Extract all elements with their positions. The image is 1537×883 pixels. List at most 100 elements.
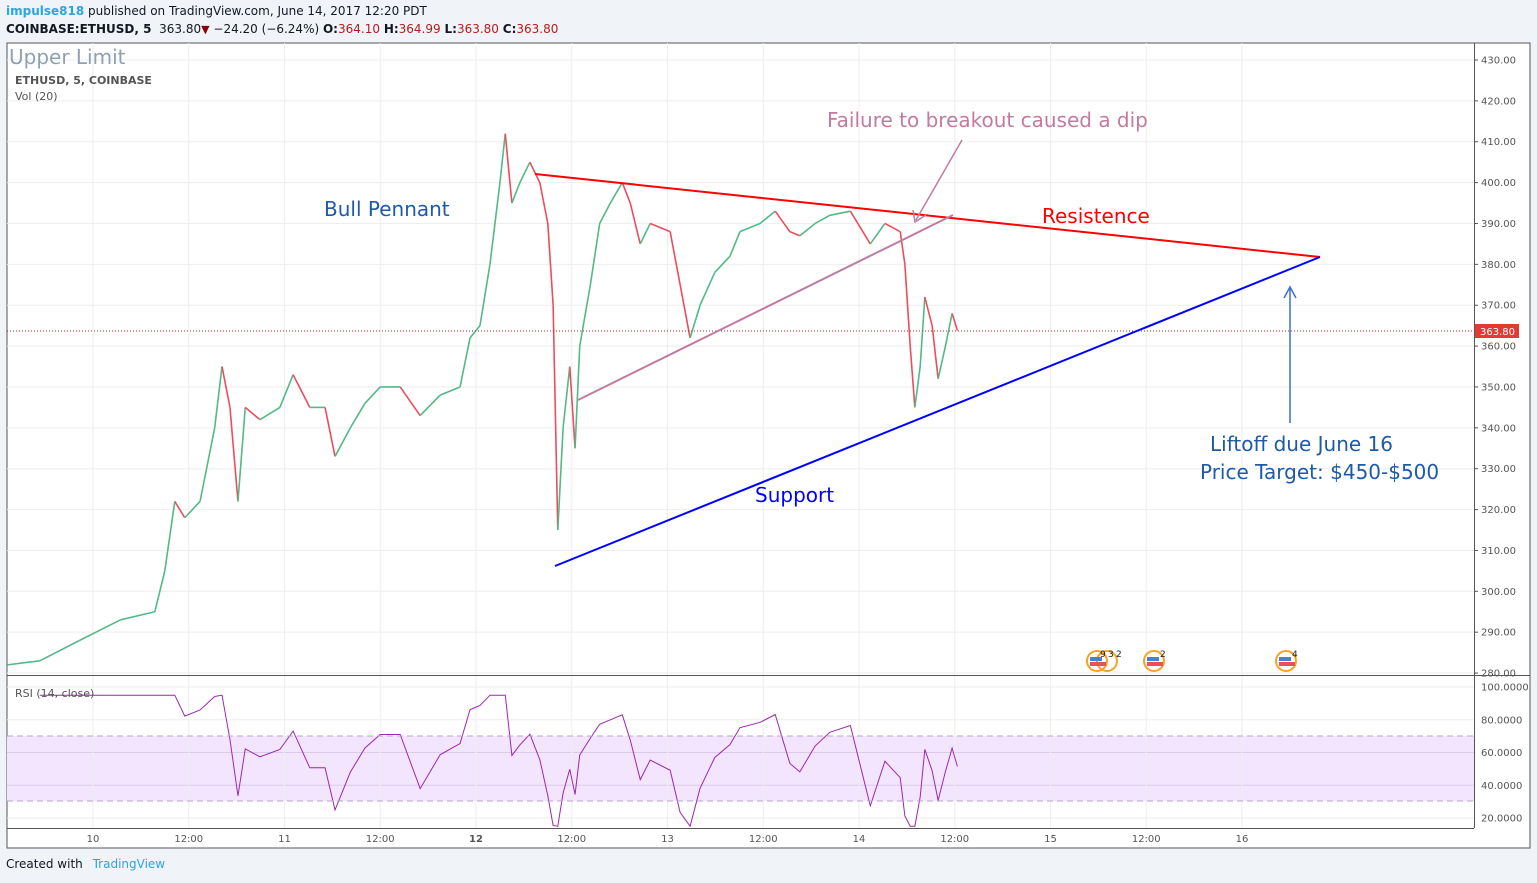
rsi-tick-label: 40.0000 [1481, 781, 1522, 792]
price-tick-label: 320.00 [1481, 505, 1516, 516]
bull-pennant-label[interactable]: Bull Pennant [324, 197, 450, 221]
price-segment [479, 264, 491, 326]
price-tick-label: 390.00 [1481, 219, 1516, 230]
price-tag-text: 363.80 [1480, 327, 1515, 338]
price-segment [789, 230, 801, 237]
event-markers[interactable]: 9 3 2 2 4 [1086, 650, 1298, 672]
price-segment [7, 659, 40, 666]
time-tick-label: 11 [278, 834, 291, 845]
chart-frame [6, 42, 1531, 849]
event-count: 3 [1108, 650, 1114, 660]
time-tick-label: 10 [87, 834, 100, 845]
price-segment [914, 366, 921, 408]
price-segment [419, 394, 441, 417]
failure-arrow[interactable] [912, 139, 963, 224]
rsi-tick-label: 60.0000 [1481, 748, 1522, 759]
series-legend[interactable]: ETHUSD, 5, COINBASE [15, 74, 152, 87]
price-tick-label: 420.00 [1481, 96, 1516, 107]
price-segment [552, 305, 559, 531]
price-segment [237, 407, 247, 502]
low-value: 363.80 [456, 22, 499, 36]
price-segment [904, 264, 911, 347]
published-text: published on TradingView.com, June 14, 2… [88, 4, 427, 18]
price-segment [324, 407, 336, 457]
price-segment [511, 182, 521, 204]
price-segment [679, 284, 691, 339]
price-segment [829, 210, 851, 217]
failure-label[interactable]: Failure to breakout caused a dip [827, 108, 1148, 132]
support-line[interactable] [554, 256, 1321, 567]
price-segment [669, 231, 681, 285]
symbol-info: COINBASE:ETHUSD, 5 363.80▼ −24.20 (−6.24… [6, 22, 558, 36]
price-segment [574, 346, 581, 449]
open-label: O: [322, 22, 338, 36]
price-segment [499, 133, 507, 183]
time-tick-label: 14 [853, 834, 866, 845]
price-segment [349, 402, 366, 429]
price-segment [279, 374, 294, 408]
price-segment [164, 501, 176, 571]
price-segment [931, 325, 939, 379]
pennant-line[interactable] [577, 214, 954, 401]
axes: 430.00 420.00 410.00 400.00 390.00 380.00 370.… [87, 56, 1529, 846]
price-segment [639, 223, 651, 245]
price-segment [184, 500, 201, 519]
price-tick-label: 310.00 [1481, 546, 1516, 557]
price-tick-label: 400.00 [1481, 178, 1516, 189]
event-count: 9 [1100, 650, 1106, 660]
time-tick-label: 12:00 [174, 834, 203, 845]
tradingview-logo-link[interactable]: TradingView [92, 857, 166, 871]
time-tick-label: 12:00 [366, 834, 395, 845]
price-segment [213, 366, 223, 428]
price-segment [919, 296, 926, 367]
price-segment [154, 570, 166, 612]
price-segment [529, 161, 541, 183]
price-tick-label: 340.00 [1481, 423, 1516, 434]
volume-legend[interactable]: Vol (20) [15, 90, 58, 103]
price-segment [229, 407, 239, 502]
liftoff-arrow[interactable] [1283, 285, 1297, 423]
price-segment [39, 639, 81, 662]
price-segment [259, 406, 281, 421]
rsi-tick-label: 80.0000 [1481, 715, 1522, 726]
close-value: 363.80 [516, 22, 559, 36]
price-segment [589, 223, 601, 285]
price-segment [629, 202, 642, 245]
price-segment [714, 255, 731, 274]
price-tick-label: 430.00 [1481, 56, 1516, 67]
price-series [7, 133, 959, 666]
event-count: 4 [1292, 650, 1298, 660]
price-target-label[interactable]: Price Target: $450-$500 [1200, 460, 1439, 484]
price-segment [649, 222, 671, 233]
resistance-label[interactable]: Resistence [1042, 204, 1150, 228]
time-tick-label: 16 [1236, 834, 1249, 845]
price-change: −24.20 (−6.24%) [213, 22, 320, 36]
price-segment [292, 374, 311, 408]
price-tick-label: 300.00 [1481, 587, 1516, 598]
price-tick-label: 410.00 [1481, 137, 1516, 148]
price-tick-label: 280.00 [1481, 669, 1516, 680]
high-value: 364.99 [398, 22, 441, 36]
price-segment [578, 284, 592, 347]
price-tick-label: 290.00 [1481, 628, 1516, 639]
price-segment [598, 202, 612, 224]
price-tick-label: 380.00 [1481, 260, 1516, 271]
price-segment [899, 231, 906, 265]
author-link[interactable]: impulse818 [6, 4, 85, 18]
price-segment [504, 133, 513, 204]
time-tick-label: 12 [469, 834, 483, 845]
price-segment [944, 313, 953, 347]
time-tick-label: 15 [1044, 834, 1057, 845]
rsi-tick-label: 20.0000 [1481, 814, 1522, 825]
price-tick-label: 360.00 [1481, 342, 1516, 353]
resistance-line[interactable] [534, 173, 1321, 258]
grid [7, 43, 1474, 828]
liftoff-label[interactable]: Liftoff due June 16 [1210, 432, 1393, 456]
price-segment [364, 386, 381, 404]
time-tick-label: 12:00 [557, 834, 586, 845]
price-segment [562, 366, 571, 428]
rsi-legend[interactable]: RSI (14, close) [15, 687, 94, 700]
support-label[interactable]: Support [755, 483, 834, 507]
price-segment [951, 313, 959, 331]
